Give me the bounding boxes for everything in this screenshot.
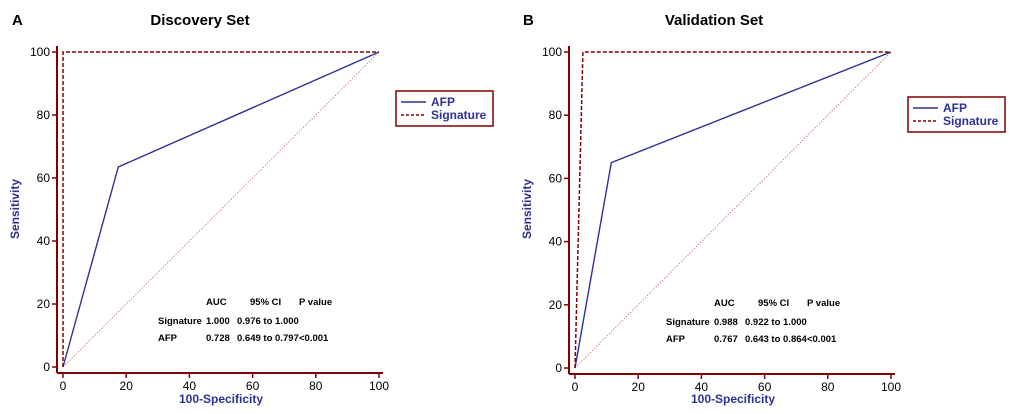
roc-curve-afp (62, 51, 380, 368)
roc-panel-b: B Validation Set 0 20 40 60 80 100 0 20 40 60 80 100 1… (520, 12, 1006, 406)
stats-row-label: AFP (666, 334, 686, 345)
stats-row-label: Signature (666, 317, 710, 328)
y-tick-label: 20 (549, 298, 563, 312)
stats-header: 95% CI (758, 298, 789, 309)
y-tick-label: 40 (37, 234, 51, 248)
y-tick-label: 60 (37, 171, 51, 185)
reference-diagonal (62, 51, 380, 368)
y-tick-label: 100 (30, 45, 50, 59)
stats-header: P value (299, 297, 332, 308)
x-tick-label: 0 (60, 379, 67, 393)
stats-header: AUC (206, 297, 227, 308)
x-tick-label: 100 (369, 379, 389, 393)
stats-ci: 0.649 to 0.797 (237, 333, 299, 344)
x-tick-label: 80 (821, 380, 835, 394)
y-tick-label: 0 (555, 361, 562, 375)
legend-box (395, 90, 494, 127)
reference-diagonal (574, 51, 892, 369)
x-axis-title: 100-Specificity (691, 392, 775, 406)
stats-table: AUC 95% CI P value Signature 0.988 0.922 to 1… (666, 298, 840, 345)
x-tick-label: 40 (183, 379, 197, 393)
legend-box (907, 96, 1006, 133)
panel-label: B (523, 12, 534, 29)
y-axis-title: Sensitivity (520, 179, 534, 239)
stats-ci: 0.976 to 1.000 (237, 316, 299, 327)
panel-label: A (12, 12, 23, 29)
roc-curve-signature (62, 51, 379, 367)
stats-auc: 0.728 (206, 333, 230, 344)
chart-title: Validation Set (665, 12, 763, 29)
x-tick-label: 60 (246, 379, 260, 393)
stats-ci: 0.922 to 1.000 (745, 317, 807, 328)
chart-title: Discovery Set (150, 12, 249, 29)
x-tick-label: 80 (309, 379, 323, 393)
y-axis-title: Sensitivity (8, 179, 22, 239)
stats-auc: 1.000 (206, 316, 230, 327)
legend-label-signature: Signature (431, 108, 487, 122)
stats-table: AUC 95% CI P value Signature 1.000 0.976 to 1… (158, 297, 332, 344)
stats-row-label: AFP (158, 333, 178, 344)
y-tick-label: 60 (549, 171, 563, 185)
x-tick-label: 100 (881, 380, 901, 394)
stats-row-label: Signature (158, 316, 202, 327)
x-axis-title: 100-Specificity (179, 392, 263, 406)
stats-header: 95% CI (250, 297, 281, 308)
roc-panel-a: A Discovery Set 0 20 40 60 80 100 0 20 40 60 80 100 10… (8, 12, 494, 406)
y-tick-label: 20 (37, 297, 51, 311)
stats-p-value: <0.001 (807, 334, 837, 345)
y-tick-label: 40 (549, 235, 563, 249)
stats-header: P value (807, 298, 840, 309)
stats-header: AUC (714, 298, 735, 309)
stats-auc: 0.767 (714, 334, 738, 345)
x-tick-label: 20 (120, 379, 134, 393)
y-tick-label: 100 (542, 45, 562, 59)
roc-curve-afp (574, 51, 892, 369)
x-tick-label: 60 (758, 380, 772, 394)
legend-label-afp: AFP (431, 95, 455, 109)
x-tick-label: 40 (695, 380, 709, 394)
stats-ci: 0.643 to 0.864 (745, 334, 808, 345)
legend-label-signature: Signature (943, 114, 999, 128)
y-tick-label: 80 (37, 108, 51, 122)
legend-label-afp: AFP (943, 101, 967, 115)
x-tick-label: 20 (632, 380, 646, 394)
y-tick-label: 0 (43, 360, 50, 374)
x-tick-label: 0 (572, 380, 579, 394)
stats-auc: 0.988 (714, 317, 738, 328)
stats-p-value: <0.001 (299, 333, 329, 344)
roc-curve-signature (574, 51, 891, 369)
y-tick-label: 80 (549, 108, 563, 122)
